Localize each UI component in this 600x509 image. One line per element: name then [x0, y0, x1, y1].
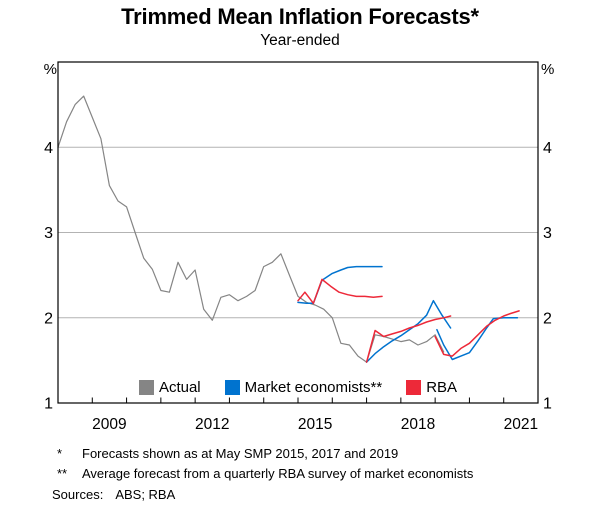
legend-item-rba: RBA [406, 379, 457, 396]
series-rba-may-2017-smp [365, 315, 452, 363]
rba-swatch-icon [406, 379, 422, 395]
y-axis-label-left-1: 1 [44, 396, 53, 413]
percent-label-left: % [44, 61, 57, 78]
percent-label-right: % [541, 61, 554, 78]
actual-swatch-icon [138, 379, 154, 395]
legend-item-market-economists: Market economists** [224, 378, 383, 396]
x-axis-label-2018: 2018 [401, 416, 435, 433]
footnote-1-marker: * [57, 446, 63, 461]
chart-subtitle: Year-ended [260, 32, 340, 49]
x-axis-label-2015: 2015 [298, 416, 332, 433]
market-economists-swatch-icon [224, 379, 240, 395]
series-rba-may-2015-smp [297, 278, 383, 305]
sources-label: Sources: [52, 487, 104, 502]
sources-value: ABS; RBA [115, 487, 176, 502]
y-axis-label-right-3: 3 [543, 225, 552, 242]
series-actual [57, 95, 445, 363]
sources-line: Sources: ABS; RBA [52, 487, 175, 502]
y-axis-label-right-4: 4 [543, 140, 552, 157]
x-axis-label-2012: 2012 [195, 416, 229, 433]
y-axis-label-right-1: 1 [543, 396, 552, 413]
chart-legend: Actual Market economists** RBA [58, 378, 538, 396]
series-market-economists-may-2019-smp [436, 317, 519, 361]
x-axis-label-2009: 2009 [92, 416, 126, 433]
legend-label-market-economists: Market economists** [244, 378, 383, 396]
legend-label-actual: Actual [158, 378, 201, 396]
footnote-2-text: Average forecast from a quarterly RBA su… [82, 466, 474, 481]
legend-label-rba: RBA [426, 378, 458, 396]
x-axis-label-2021: 2021 [504, 416, 538, 433]
legend-item-actual: Actual [138, 378, 201, 396]
y-axis-label-left-2: 2 [44, 310, 53, 327]
y-axis-label-left-3: 3 [44, 225, 53, 242]
series-market-economists-may-2015-smp [297, 265, 383, 305]
series-rba-may-2019-smp [434, 310, 520, 357]
chart-title: Trimmed Mean Inflation Forecasts* [121, 4, 479, 29]
y-axis-label-left-4: 4 [44, 140, 53, 157]
y-axis-label-right-2: 2 [543, 310, 552, 327]
footnote-2-marker: ** [57, 466, 68, 481]
footnote-1-text: Forecasts shown as at May SMP 2015, 2017… [82, 446, 399, 461]
series-market-economists-may-2017-smp [365, 299, 452, 363]
